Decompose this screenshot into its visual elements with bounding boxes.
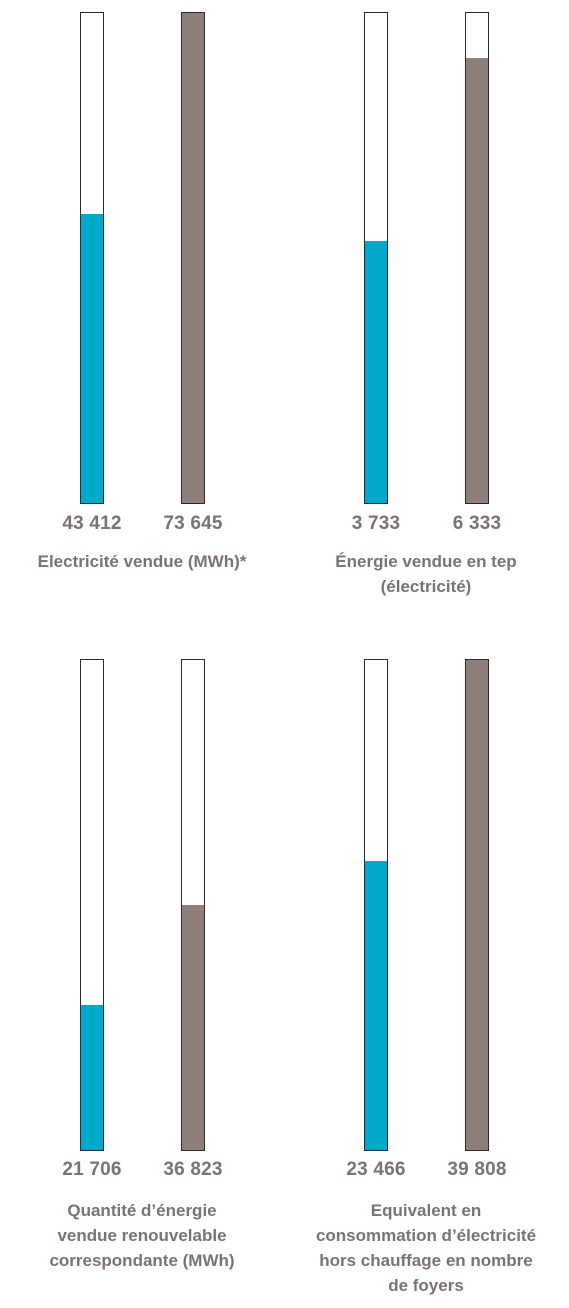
- chart-caption: Electricité vendue (MWh)*: [37, 552, 247, 571]
- chart-panel: 23 466 39 808 Equivalent en consommation d…: [284, 645, 568, 1305]
- value-label: 43 412: [62, 513, 122, 534]
- chart-caption: Equivalent en consommation d’électricité…: [315, 1201, 537, 1295]
- gauge-fill: [81, 1005, 103, 1150]
- chart-caption: Énergie vendue en tep (électricité): [335, 552, 517, 596]
- value-label: 23 466: [346, 1159, 406, 1180]
- gauge-fill: [81, 214, 103, 503]
- gauge-fill: [365, 241, 387, 503]
- value-label: 73 645: [163, 513, 223, 534]
- gauge-bar: [364, 659, 388, 1151]
- value-label: 36 823: [163, 1159, 223, 1180]
- gauge-fill: [466, 58, 488, 503]
- value-label: 39 808: [447, 1159, 507, 1180]
- value-label: 6 333: [452, 513, 502, 534]
- gauge-fill: [182, 13, 204, 503]
- gauge-bar: [364, 12, 388, 504]
- value-label: 21 706: [62, 1159, 122, 1180]
- gauge-fill: [365, 861, 387, 1150]
- gauge-bar: [181, 659, 205, 1151]
- gauge-bar: [181, 12, 205, 504]
- gauge-bar: [80, 659, 104, 1151]
- chart-caption: Quantité d’énergie vendue renouvelable c…: [49, 1201, 235, 1270]
- gauge-bar: [465, 659, 489, 1151]
- gauge-bar: [80, 12, 104, 504]
- chart-panel: 21 706 36 823 Quantité d’énergie vendue re…: [0, 645, 284, 1305]
- gauge-fill: [466, 660, 488, 1150]
- gauge-fill: [182, 905, 204, 1150]
- chart-panel: 3 733 6 333 Énergie vendue en tep (électri…: [284, 0, 568, 660]
- chart-panel: 43 412 73 645 Electricité vendue (MWh)*: [0, 0, 284, 660]
- gauge-bar: [465, 12, 489, 504]
- value-label: 3 733: [351, 513, 401, 534]
